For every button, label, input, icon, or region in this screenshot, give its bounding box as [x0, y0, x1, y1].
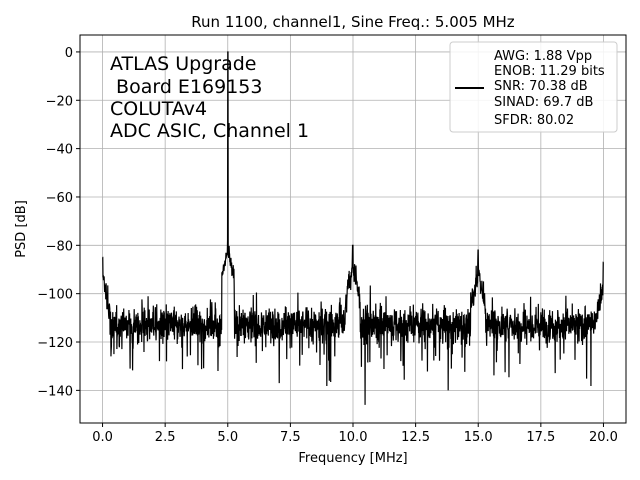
annotation-line-2: Board E169153: [110, 76, 262, 98]
x-tick-label: 7.5: [280, 430, 301, 445]
legend-line-2: ENOB: 11.29 bits: [494, 64, 605, 79]
legend: AWG: 1.88 Vpp ENOB: 11.29 bits SNR: 70.3…: [449, 41, 618, 133]
x-tick-label: 20.0: [589, 430, 618, 445]
x-tick-label: 5.0: [217, 430, 238, 445]
x-axis-ticks: 0.0 2.5 5.0 7.5 10.0 12.5 15.0 17.5 20.0: [92, 423, 618, 445]
annotation-line-4: ADC ASIC, Channel 1: [110, 120, 309, 142]
psd-series-line: [102, 51, 604, 405]
y-tick-label: −80: [46, 239, 73, 254]
chart-title: Run 1100, channel1, Sine Freq.: 5.005 MH…: [191, 13, 515, 31]
annotation-line-3: COLUTAv4: [110, 98, 207, 120]
y-tick-label: −20: [46, 94, 73, 109]
legend-line-3: SNR: 70.38 dB: [494, 79, 588, 94]
y-tick-label: 0: [65, 46, 73, 61]
x-axis-label: Frequency [MHz]: [298, 451, 407, 466]
y-axis-label: PSD [dB]: [14, 200, 29, 258]
board-annotation: ATLAS Upgrade Board E169153 COLUTAv4 ADC…: [110, 53, 309, 142]
y-axis-ticks: 0 −20 −40 −60 −80 −100 −120 −140: [37, 46, 80, 399]
y-tick-label: −40: [46, 143, 73, 158]
y-tick-label: −140: [37, 384, 73, 399]
y-tick-label: −120: [37, 336, 73, 351]
x-tick-label: 0.0: [92, 430, 113, 445]
x-tick-label: 15.0: [464, 430, 493, 445]
x-tick-label: 12.5: [401, 430, 430, 445]
x-tick-label: 2.5: [155, 430, 176, 445]
legend-line-4: SINAD: 69.7 dB: [494, 95, 593, 110]
annotation-line-1: ATLAS Upgrade: [110, 53, 256, 75]
legend-line-5: SFDR: 80.02: [494, 113, 574, 128]
legend-line-1: AWG: 1.88 Vpp: [494, 49, 592, 64]
legend-box: [449, 41, 618, 133]
y-tick-label: −100: [37, 288, 73, 303]
x-tick-label: 10.0: [339, 430, 368, 445]
plot-area: [102, 51, 604, 405]
y-tick-label: −60: [46, 191, 73, 206]
x-tick-label: 17.5: [526, 430, 555, 445]
